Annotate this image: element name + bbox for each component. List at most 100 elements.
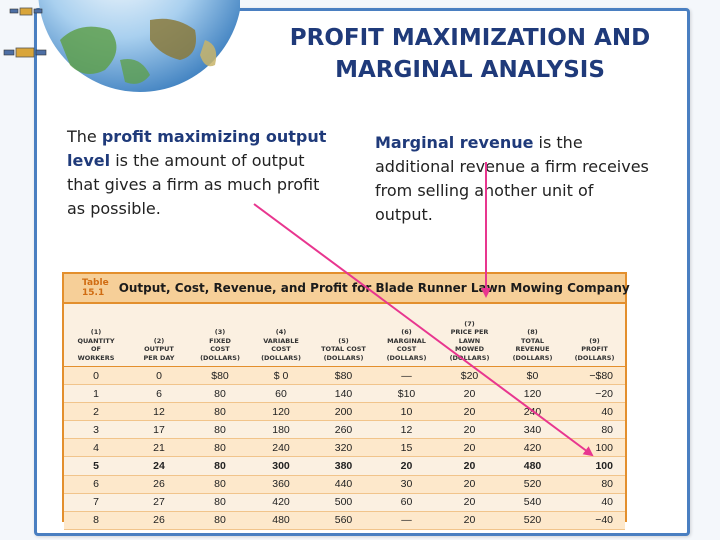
table-cell: 320	[312, 438, 375, 458]
table-cell: 180	[250, 420, 312, 440]
column-header: (4) VARIABLE COST (DOLLARS)	[250, 304, 312, 367]
table-cell: 520	[501, 475, 564, 494]
title-line-2: MARGINAL ANALYSIS	[335, 57, 605, 83]
column-header-line: (3)	[214, 328, 226, 336]
table-cell: 500	[312, 493, 375, 512]
table-row: 0 0 $80 $ 0 $80— $20 $0 −$80	[64, 366, 625, 386]
table-cell: 300	[250, 456, 312, 476]
table-row: 2 12 80 120 200 10 20 240 40	[64, 402, 625, 422]
column-header-line: LAWN	[458, 336, 481, 345]
column-header-line: (8)	[527, 328, 538, 336]
column-header-line: FIXED	[209, 336, 231, 345]
table-cell: 17	[128, 420, 190, 440]
table-cell: 40	[564, 402, 625, 422]
table-cell: $ 0	[250, 366, 312, 386]
table-cell: 80	[190, 456, 250, 476]
table-cell: 8	[64, 511, 128, 530]
column-header-line: (DOLLARS)	[261, 353, 301, 362]
column-header: (9) PROFIT (DOLLARS)	[564, 304, 625, 367]
table-cell: 480	[501, 456, 564, 476]
table-cell: 80	[564, 420, 625, 440]
table-cell: 6	[64, 475, 128, 494]
table-cell: —	[375, 366, 438, 386]
column-header: (3) FIXED COST (DOLLARS)	[190, 304, 250, 367]
table-row: 3 17 80 180 260 12 20 340 80	[64, 420, 625, 440]
table-cell: 15	[375, 438, 438, 458]
table-cell: $80	[190, 366, 250, 386]
table-cell: 10	[375, 402, 438, 422]
column-header-line: COST	[210, 345, 230, 353]
table-cell: 20	[438, 511, 501, 530]
table-cell: 340	[501, 420, 564, 440]
column-header-line: (DOLLARS)	[386, 353, 427, 362]
data-table: Table 15.1 Output, Cost, Revenue, and Pr…	[62, 272, 630, 530]
table-cell: 80	[190, 420, 250, 440]
column-header-line: PER DAY	[143, 353, 175, 362]
table-header-bar: Table 15.1 Output, Cost, Revenue, and Pr…	[64, 274, 630, 304]
column-header-line: (6)	[401, 328, 412, 336]
table-cell: −40	[564, 511, 625, 530]
profit-max-keyword: profit maximizing output level	[67, 127, 327, 170]
column-header-line: OUTPUT	[144, 345, 174, 353]
table-cell: 260	[312, 420, 375, 440]
column-header-line: (1)	[90, 328, 102, 336]
table-cell: 12	[375, 420, 438, 440]
globe-icon	[3, 0, 240, 92]
column-header: (7) PRICE PER LAWN MOWED (DOLLARS)	[438, 304, 501, 367]
table-cell: 0	[64, 366, 128, 386]
table-cell: 26	[128, 475, 190, 494]
column-header: (2) OUTPUT PER DAY	[128, 304, 190, 367]
table-cell: 240	[501, 402, 564, 422]
definition-prefix: The	[67, 127, 102, 146]
table-cell: 20	[438, 402, 501, 422]
table-row: 1 6 80 60 140 $10 20 120 −20	[64, 384, 625, 404]
column-header-line: QUANTITY	[77, 336, 115, 345]
table-row: 8 26 80 480 560—20 520 −40	[64, 511, 625, 530]
column-header-line: COST	[271, 345, 291, 353]
column-header-line: VARIABLE	[263, 336, 299, 345]
table-row: 5 24 80 300 380 20 20 480 100	[64, 456, 625, 476]
column-header-line: (DOLLARS)	[323, 353, 364, 362]
column-header-line: (9)	[589, 336, 600, 345]
column-header: (5) TOTAL COST (DOLLARS)	[312, 304, 375, 367]
table-cell: 0	[128, 366, 190, 386]
column-header-line: (DOLLARS)	[200, 353, 240, 362]
table-cell: 60	[250, 384, 312, 404]
table-row: 7 27 80 420 500 60 20 540 40	[64, 493, 625, 512]
table-row: 6 26 80 360 440 30 20 520 80	[64, 475, 625, 494]
marginal-revenue-keyword: Marginal revenue	[375, 133, 534, 152]
table-cell: 360	[250, 475, 312, 494]
column-header-line: COST	[396, 345, 417, 353]
table-cell: 2	[64, 402, 128, 422]
table-cell: −20	[564, 384, 625, 404]
column-header-line: PROFIT	[581, 345, 608, 353]
table-cell: 20	[438, 456, 501, 476]
column-header: (6) MARGINAL COST (DOLLARS)	[375, 304, 438, 367]
column-header-line: WORKERS	[77, 353, 115, 362]
column-header-line: MARGINAL	[387, 336, 426, 345]
table-cell: 100	[564, 438, 625, 458]
table-cell: 24	[128, 456, 190, 476]
table-cell: 480	[250, 511, 312, 530]
table-cell: 30	[375, 475, 438, 494]
table-cell: 420	[501, 438, 564, 458]
table-cell: 420	[250, 493, 312, 512]
table-cell: —	[375, 511, 438, 530]
table-cell: 440	[312, 475, 375, 494]
table-cell: 20	[438, 475, 501, 494]
column-header-line: (5)	[338, 336, 349, 345]
slide-title: PROFIT MAXIMIZATION AND MARGINAL ANALYSI…	[250, 22, 690, 86]
table-cell: 80	[190, 493, 250, 512]
table-cell: 520	[501, 511, 564, 530]
table-cell: 20	[438, 420, 501, 440]
table-cell: 21	[128, 438, 190, 458]
table-header-row: (1) QUANTITY OF WORKERS (2) OUTPUT PER DAY (3) F…	[64, 304, 625, 367]
table-cell: 560	[312, 511, 375, 530]
satellite-icon	[9, 7, 43, 16]
table-cell: 380	[312, 456, 375, 476]
column-header-line: OF	[91, 345, 101, 353]
table-cell: 27	[128, 493, 190, 512]
output-cost-table: (1) QUANTITY OF WORKERS (2) OUTPUT PER DAY (3) F…	[64, 304, 625, 530]
column-header-line: TOTAL	[520, 336, 545, 345]
column-header-line: REVENUE	[515, 345, 550, 353]
